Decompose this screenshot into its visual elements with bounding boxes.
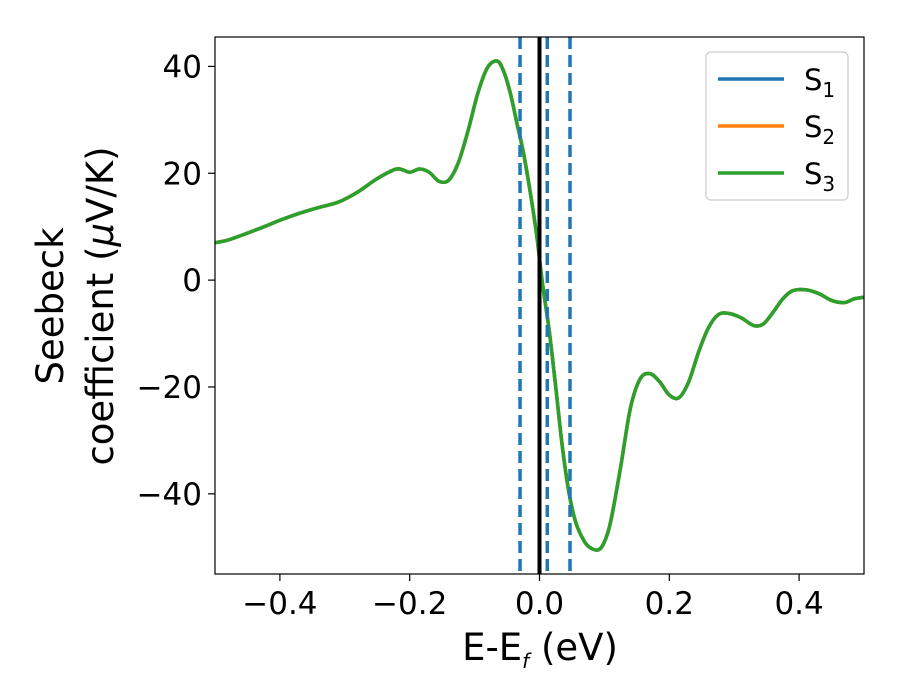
series-line-s3 xyxy=(215,59,864,552)
y-axis-label: Seebeck coefficient (μV/K) xyxy=(29,146,122,465)
y-tick-label: −20 xyxy=(137,370,202,406)
y-axis-label-line2: coefficient (μV/K) xyxy=(79,146,122,465)
legend-label-s1: S1 xyxy=(804,63,835,102)
legend-label-s2: S2 xyxy=(804,110,835,149)
y-tick-label: 20 xyxy=(163,156,202,192)
y-tick-label: 0 xyxy=(182,263,202,299)
vertical-lines xyxy=(518,37,572,574)
x-tick-label: 0.4 xyxy=(774,586,823,622)
plot-area xyxy=(215,59,864,552)
y-tick-label: 40 xyxy=(163,49,202,85)
x-tick-label: 0.2 xyxy=(645,586,694,622)
x-tick-label: 0.0 xyxy=(515,586,564,622)
x-tick-label: −0.2 xyxy=(372,586,447,622)
x-axis-label: E-Ef (eV) xyxy=(462,626,618,673)
y-tick-label: −40 xyxy=(137,477,202,513)
legend-label-s3: S3 xyxy=(804,157,835,196)
x-tick-label: −0.4 xyxy=(242,586,317,622)
y-axis-label-line1: Seebeck xyxy=(29,227,72,385)
axes: −0.4 −0.2 0.0 0.2 0.4 40 20 0 −20 −40 xyxy=(137,36,865,622)
legend: S1 S2 S3 xyxy=(705,51,849,201)
